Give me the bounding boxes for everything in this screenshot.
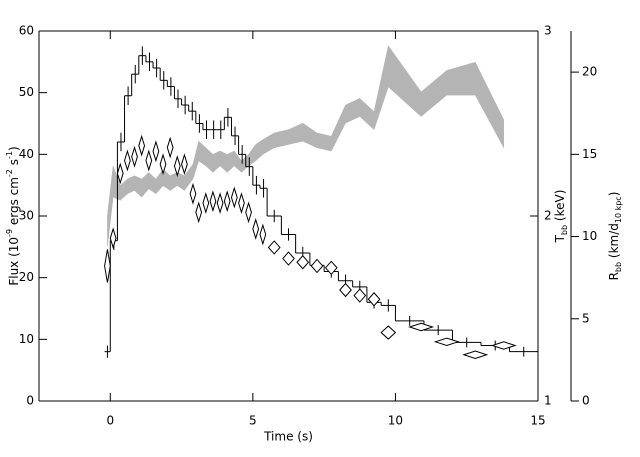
y2-axis-title-part: (keV) — [553, 190, 567, 225]
x-tick-label: 15 — [530, 414, 545, 428]
temperature-diamond — [152, 140, 160, 163]
temperature-diamond — [230, 186, 238, 209]
temperature-diamond — [145, 149, 153, 172]
temperature-diamond — [209, 190, 217, 213]
temperature-diamond — [181, 153, 188, 176]
y3-axis-title-part: bb — [614, 262, 623, 272]
y-axis-title-part: ) — [7, 146, 21, 151]
temperature-diamond — [124, 149, 131, 172]
temperature-diamond — [159, 153, 167, 176]
y-axis-title-part: s — [7, 159, 21, 169]
x-tick-label: 0 — [106, 414, 114, 428]
temperature-diamond — [380, 325, 397, 340]
temperature-diamond — [462, 350, 489, 359]
y2-axis-title: Tbb (keV) — [553, 190, 570, 244]
y3-axis-title-part: (km/d — [607, 223, 621, 262]
marks-layer — [104, 46, 538, 359]
y3-tick-label: 5 — [582, 311, 590, 325]
temperature-diamond — [324, 260, 338, 276]
temperature-diamond — [252, 218, 260, 240]
y-axis-title-part: -2 — [5, 169, 14, 177]
y-tick-label: 50 — [19, 85, 34, 99]
temperature-diamond — [189, 182, 197, 205]
y-tick-label: 10 — [19, 332, 34, 346]
temperature-diamond — [166, 136, 174, 159]
temperature-diamond — [259, 223, 267, 246]
temperature-diamond — [104, 249, 111, 283]
temperature-diamond — [195, 201, 203, 224]
temperature-diamond — [339, 282, 352, 298]
temperature-diamond — [109, 227, 117, 250]
temperature-diamond — [202, 192, 210, 214]
y3-tick-label: 10 — [582, 229, 597, 243]
temperature-diamond — [245, 201, 252, 224]
y2-axis-title-part: bb — [560, 225, 569, 235]
temperature-diamond — [353, 288, 367, 303]
y3-tick-label: 15 — [582, 147, 597, 161]
radius-layer — [107, 45, 505, 247]
y-tick-label: 0 — [26, 394, 34, 408]
y2-tick-label: 3 — [544, 24, 552, 38]
radius-band — [107, 45, 505, 247]
temperature-diamond — [216, 192, 224, 214]
x-tick-label: 10 — [388, 414, 403, 428]
y3-axis-title-part: 10 kpc — [614, 196, 623, 223]
temperature-diamond — [367, 292, 381, 307]
y3-axis-title: Rbb (km/d10 kpc) — [607, 192, 624, 281]
temperature-diamond — [238, 192, 245, 214]
y3-tick-label: 20 — [582, 65, 597, 79]
y2-tick-label: 1 — [544, 394, 552, 408]
temperature-diamond — [223, 190, 231, 213]
y3-axis-title-part: R — [607, 272, 621, 280]
y-axis-title-part: Flux (10 — [7, 237, 21, 286]
temperature-diamond — [490, 341, 517, 350]
y3-axis-title-part: ) — [607, 192, 621, 197]
y-axis-title-part: -9 — [5, 229, 14, 237]
y-tick-label: 60 — [19, 24, 34, 38]
y-tick-label: 40 — [19, 147, 34, 161]
y-tick-label: 20 — [19, 270, 34, 284]
temperature-diamond — [282, 251, 295, 266]
y2-tick-label: 2 — [544, 209, 552, 223]
y3-tick-label: 0 — [582, 394, 590, 408]
temperature-diamond — [433, 337, 460, 347]
y-axis-title-part: -1 — [5, 151, 14, 159]
temperature-diamond — [138, 134, 146, 157]
temperature-diamond — [131, 145, 138, 168]
temperature-diamond — [310, 258, 324, 274]
temperature-diamond — [267, 240, 281, 255]
temperature-diamond — [296, 255, 310, 270]
x-axis-title: Time (s) — [263, 430, 313, 444]
temperature-diamond — [408, 322, 435, 332]
y-axis-title-part: ergs cm — [7, 177, 21, 229]
temperature-diamond — [173, 155, 181, 177]
temperature-diamond — [116, 162, 124, 185]
y-tick-label: 30 — [19, 209, 34, 223]
y-axis-title: Flux (10-9 ergs cm-2 s-1) — [5, 146, 21, 285]
y2-axis-title-part: T — [553, 234, 567, 243]
x-tick-label: 5 — [249, 414, 257, 428]
